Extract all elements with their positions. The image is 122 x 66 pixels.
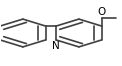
Text: N: N [52, 41, 60, 51]
Text: O: O [97, 7, 106, 17]
